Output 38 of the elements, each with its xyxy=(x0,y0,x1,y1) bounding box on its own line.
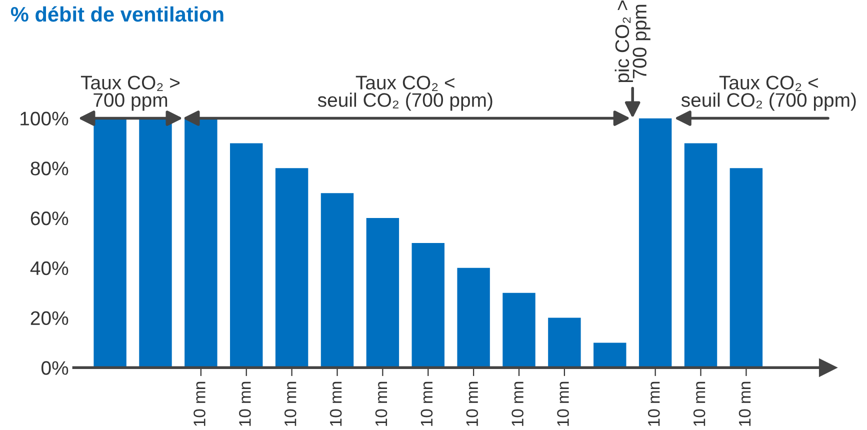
x-tick-label: 10 mn xyxy=(738,382,751,426)
bar xyxy=(184,118,218,368)
x-tick-label: 10 mn xyxy=(284,382,296,426)
text: Taux CO₂ < seuil CO₂ (700 ppm) xyxy=(318,76,492,111)
y-tick-label: 20% xyxy=(30,311,68,326)
bar xyxy=(412,242,444,368)
x-tick-label: 10 mn xyxy=(512,382,524,426)
bar xyxy=(684,143,718,368)
x-tick-label: 10 mn xyxy=(693,382,706,426)
bar xyxy=(730,168,763,368)
y-tick-label: 80% xyxy=(30,162,68,176)
bar xyxy=(230,143,263,368)
bar xyxy=(548,318,581,368)
text: Taux CO₂ < seuil CO₂ (700 ppm) xyxy=(681,76,856,111)
x-tick-label: 10 mn xyxy=(648,382,660,426)
bar xyxy=(638,118,672,368)
bar xyxy=(502,292,536,368)
y-tick-label: 40% xyxy=(30,261,68,276)
x-tick-label: 10 mn xyxy=(557,382,569,426)
bar xyxy=(139,118,172,368)
bar xyxy=(275,168,308,368)
y-tick-label: 0% xyxy=(41,361,68,375)
bar xyxy=(94,118,126,368)
text: Taux CO₂ > 700 ppm xyxy=(80,76,180,111)
bar xyxy=(594,342,626,368)
y-axis-title: % débit de ventilation xyxy=(10,6,224,22)
x-tick-label: 10 mn xyxy=(375,382,388,426)
bar xyxy=(457,268,490,368)
x-tick-label: 10 mn xyxy=(194,382,206,426)
y-tick-label: 100% xyxy=(20,112,68,126)
x-tick-label: 10 mn xyxy=(420,382,433,426)
x-tick-label: 10 mn xyxy=(330,382,342,426)
x-tick-label: 10 mn xyxy=(466,382,478,426)
y-tick-label: 60% xyxy=(30,211,68,226)
text: pic CO₂ > 700 ppm xyxy=(614,0,650,82)
bar xyxy=(366,218,400,368)
x-tick-label: 10 mn xyxy=(239,382,251,426)
bar xyxy=(320,193,354,368)
